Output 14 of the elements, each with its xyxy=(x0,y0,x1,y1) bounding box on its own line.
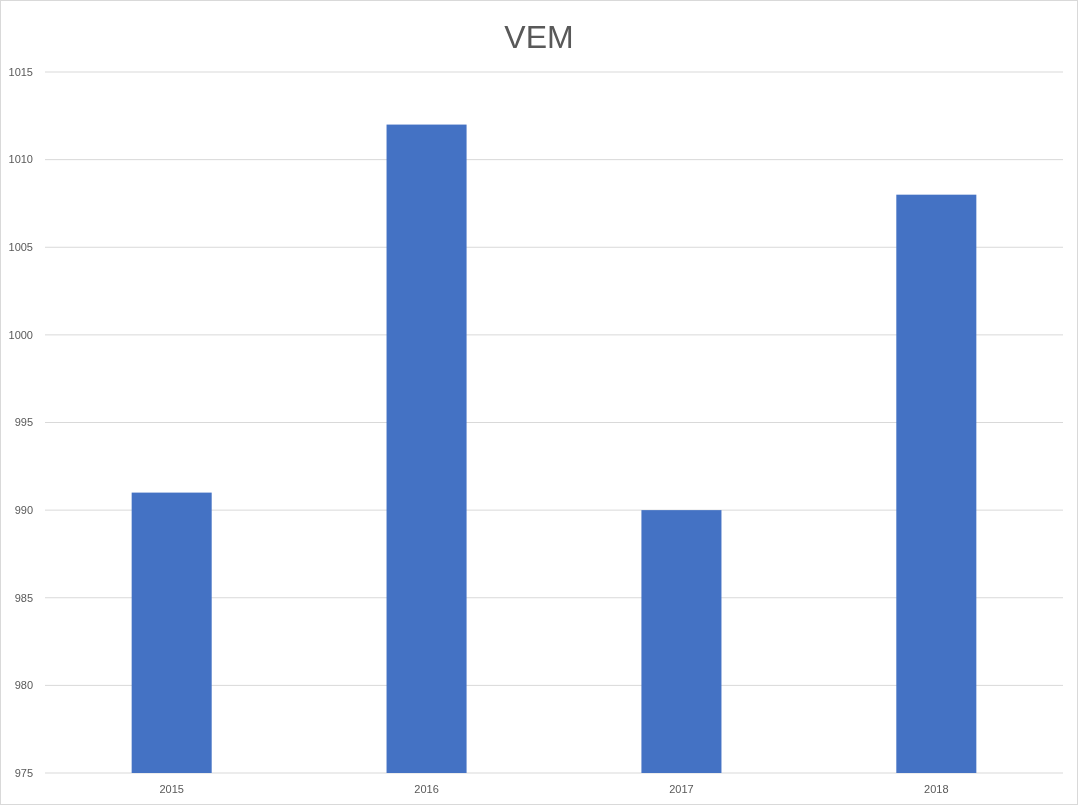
y-tick-label: 1005 xyxy=(8,241,33,254)
y-tick-label: 1000 xyxy=(8,328,33,341)
y-tick-label: 975 xyxy=(14,766,33,779)
y-tick-label: 1010 xyxy=(8,153,33,166)
x-tick-label: 2018 xyxy=(924,783,949,795)
x-tick-label: 2017 xyxy=(669,783,694,795)
y-tick-label: 980 xyxy=(14,679,33,692)
y-tick-label: 995 xyxy=(14,416,33,429)
x-tick-label: 2016 xyxy=(414,783,439,795)
y-tick-label: 1015 xyxy=(8,65,33,78)
y-tick-label: 985 xyxy=(14,591,33,604)
x-tick-label: 2015 xyxy=(159,783,184,795)
y-tick-label: 990 xyxy=(14,503,33,516)
chart-title: VEM xyxy=(504,19,574,55)
